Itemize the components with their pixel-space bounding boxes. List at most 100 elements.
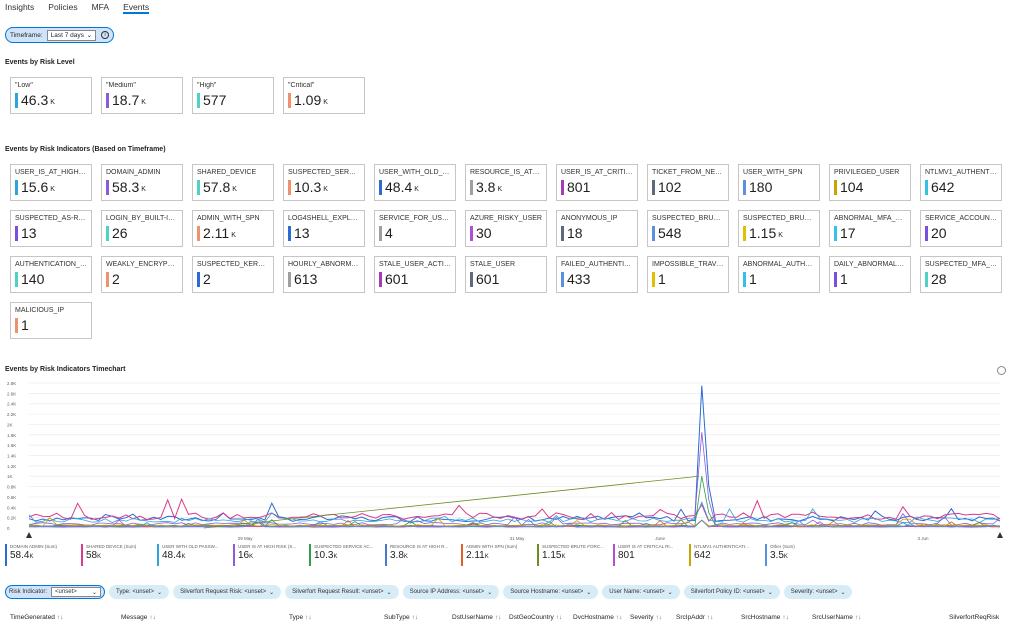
column-label: SrcUserName	[812, 614, 853, 621]
risk-indicator-tile[interactable]: RESOURCE_IS_AT_HIGH... 3.8K	[465, 164, 547, 201]
risk-indicator-tile[interactable]: SUSPECTED_BRUTE_FO... 548	[647, 210, 729, 247]
tile-color-bar	[15, 271, 18, 287]
risk-indicator-tile[interactable]: AZURE_RISKY_USER 30	[465, 210, 547, 247]
risk-indicator-tile[interactable]: ANONYMOUS_IP 18	[556, 210, 638, 247]
risk-indicator-tile[interactable]: LOGIN_BY_BUILT-IN_AD... 26	[101, 210, 183, 247]
tab-policies[interactable]: Policies	[48, 2, 78, 12]
legend-item[interactable]: Other (Sum) 3.5K	[765, 544, 838, 566]
risk-indicator-tile[interactable]: FAILED_AUTHENTICATI... 433	[556, 256, 638, 293]
risk-indicator-tile[interactable]: AUTHENTICATION_SPIKE 140	[10, 256, 92, 293]
column-header[interactable]: SrcIpAddr ↑↓	[676, 614, 713, 621]
risk-indicator-tile[interactable]: SUSPECTED_KERBEROA... 2	[192, 256, 274, 293]
filter-pill[interactable]: Severity: <unset> ⌄	[783, 585, 853, 599]
tile-number: 2	[203, 271, 211, 287]
filter-pill[interactable]: Type: <unset> ⌄	[109, 585, 170, 599]
filter-dropdown[interactable]: <unset> ⌄	[51, 587, 102, 597]
column-header[interactable]: DstUserName ↑↓	[452, 614, 501, 621]
filter-pill[interactable]: Silverfort Request Risk: <unset> ⌄	[173, 585, 282, 599]
tile-value: 48.4 K	[379, 179, 451, 195]
risk-indicator-tile[interactable]: ABNORMAL_AUTHENTI... 1	[738, 256, 820, 293]
timeframe-dropdown[interactable]: Last 7 days ⌄	[46, 29, 97, 41]
column-header[interactable]: SubType ↑↓	[384, 614, 418, 621]
risk-indicator-tile[interactable]: USER_WITH_SPN 180	[738, 164, 820, 201]
filter-pill[interactable]: Risk Indicator: <unset> ⌄	[5, 585, 106, 599]
risk-indicator-tile[interactable]: HOURLY_ABNORMAL_A... 613	[283, 256, 365, 293]
column-header[interactable]: SrcHostname ↑↓	[741, 614, 789, 621]
risk-indicator-tile[interactable]: STALE_USER_ACTIVITY 601	[374, 256, 456, 293]
column-header[interactable]: DvcHostname ↑↓	[573, 614, 622, 621]
legend-item[interactable]: USER WITH OLD PASSW... 48.4K	[157, 544, 230, 566]
legend-item[interactable]: RESOURCE IS AT HIGH R... 3.8K	[385, 544, 458, 566]
legend-item[interactable]: USER IS AT HIGH RISK (S... 16K	[233, 544, 306, 566]
column-header[interactable]: Type ↑↓	[289, 614, 312, 621]
legend-item[interactable]: USER IS AT CRITICAL RI... 801	[613, 544, 686, 566]
legend-item[interactable]: SHARED DEVICE (Sum) 58K	[81, 544, 154, 566]
risk-level-tile[interactable]: "Critical" 1.09 K	[283, 77, 365, 114]
filter-pill[interactable]: Source IP Address: <unset> ⌄	[402, 585, 500, 599]
risk-level-tile[interactable]: "Medium" 18.7 K	[101, 77, 183, 114]
risk-indicator-tile[interactable]: USER_IS_AT_HIGH_RISK 15.6K	[10, 164, 92, 201]
risk-indicator-tile[interactable]: NTLMV1_AUTHENTICAT... 642	[920, 164, 1002, 201]
tile-value: 140	[15, 271, 87, 287]
legend-item[interactable]: SUSPECTED SERVICE AC... 10.3K	[309, 544, 382, 566]
risk-indicator-tile[interactable]: SUSPECTED_BRUTE_FO... 1.15K	[738, 210, 820, 247]
risk-indicator-tile[interactable]: USER_IS_AT_CRITICAL_R... 801	[556, 164, 638, 201]
range-handle[interactable]	[26, 532, 32, 538]
tile-color-bar	[652, 225, 655, 241]
history-icon[interactable]	[997, 366, 1006, 375]
column-header[interactable]: DstGeoCountry ↑↓	[509, 614, 562, 621]
legend-item[interactable]: ADMIN WITH SPN (Sum) 2.11K	[461, 544, 534, 566]
chevron-down-icon: ⌄	[91, 589, 98, 596]
column-header[interactable]: Message ↑↓	[121, 614, 156, 621]
tile-label: ADMIN_WITH_SPN	[197, 215, 260, 222]
column-header[interactable]: SrcUserName ↑↓	[812, 614, 861, 621]
legend-item[interactable]: NTLMV1 AUTHENTICATI... 642	[689, 544, 762, 566]
risk-indicator-tile[interactable]: SUSPECTED_MFA_BOM... 28	[920, 256, 1002, 293]
column-header[interactable]: SilverfortReqRisk	[949, 614, 999, 621]
risk-indicator-tile[interactable]: DAILY_ABNORMAL_AUT... 1	[829, 256, 911, 293]
filter-pill[interactable]: Silverfort Request Result: <unset> ⌄	[285, 585, 399, 599]
risk-indicator-tile[interactable]: SUSPECTED_SERVICE_A... 10.3K	[283, 164, 365, 201]
range-handle[interactable]	[997, 532, 1003, 538]
risk-indicator-tile[interactable]: STALE_USER 601	[465, 256, 547, 293]
series-line	[28, 432, 1001, 526]
filter-pill[interactable]: User Name: <unset> ⌄	[602, 585, 680, 599]
info-icon[interactable]: i	[101, 31, 109, 39]
tab-insights[interactable]: Insights	[5, 2, 35, 12]
risk-indicator-tile[interactable]: WEAKLY_ENCRYPTED_R... 2	[101, 256, 183, 293]
risk-indicator-tile[interactable]: ABNORMAL_MFA_ACTI... 17	[829, 210, 911, 247]
risk-indicator-tile[interactable]: DOMAIN_ADMIN 58.3 K	[101, 164, 183, 201]
tile-unit: K	[323, 185, 328, 193]
timeframe-value: Last 7 days	[50, 31, 84, 39]
risk-indicator-tile[interactable]: SUSPECTED_AS-REP_RO... 13	[10, 210, 92, 247]
risk-indicator-tile[interactable]: IMPOSSIBLE_TRAVEL 1	[647, 256, 729, 293]
column-header[interactable]: Severity ↑↓	[630, 614, 662, 621]
tile-number: 2	[112, 271, 120, 287]
tile-color-bar	[743, 225, 746, 241]
tab-mfa[interactable]: MFA	[91, 2, 110, 12]
tile-color-bar	[652, 179, 655, 195]
tile-label: USER_WITH_SPN	[743, 169, 803, 176]
filter-pill[interactable]: Silverfort Policy ID: <unset> ⌄	[683, 585, 780, 599]
legend-name: ADMIN WITH SPN (Sum)	[466, 544, 518, 549]
risk-indicator-tile[interactable]: SHARED_DEVICE 57.8 K	[192, 164, 274, 201]
column-header[interactable]: TimeGenerated ↑↓	[10, 614, 63, 621]
risk-level-tile[interactable]: "High" 577	[192, 77, 274, 114]
tab-events[interactable]: Events	[123, 2, 150, 14]
filter-pill[interactable]: Source Hostname: <unset> ⌄	[503, 585, 599, 599]
risk-indicator-tile[interactable]: ADMIN_WITH_SPN 2.11 K	[192, 210, 274, 247]
tile-number: 28	[931, 271, 947, 287]
legend-item[interactable]: DOMAIN ADMIN (Sum) 58.4K	[5, 544, 78, 566]
risk-indicator-tile[interactable]: LOG4SHELL_EXPLOIT_A... 13	[283, 210, 365, 247]
risk-indicator-tile[interactable]: USER_WITH_OLD_PASS... 48.4K	[374, 164, 456, 201]
risk-indicator-tile[interactable]: SERVICE_FOR_USER_TO... 4	[374, 210, 456, 247]
legend-item[interactable]: SUSPECTED BRUTE FORC... 1.15K	[537, 544, 610, 566]
tile-label: "High"	[197, 82, 217, 89]
risk-indicator-tile[interactable]: TICKET_FROM_NEW_IP 102	[647, 164, 729, 201]
risk-level-tile[interactable]: "Low" 46.3 K	[10, 77, 92, 114]
timechart-svg: 0 0.2K 0.4K 0.6K 0.8K 1K 1.2K 1.4K 1.6K 1.8K 2K 2.2…	[7, 381, 1003, 541]
risk-indicator-tile[interactable]: PRIVILEGED_USER 104	[829, 164, 911, 201]
risk-indicator-tile[interactable]: SERVICE_ACCOUNT_INT... 20	[920, 210, 1002, 247]
risk-indicator-tile[interactable]: MALICIOUS_IP 1	[10, 302, 92, 339]
legend-value: 1.15K	[542, 550, 566, 561]
